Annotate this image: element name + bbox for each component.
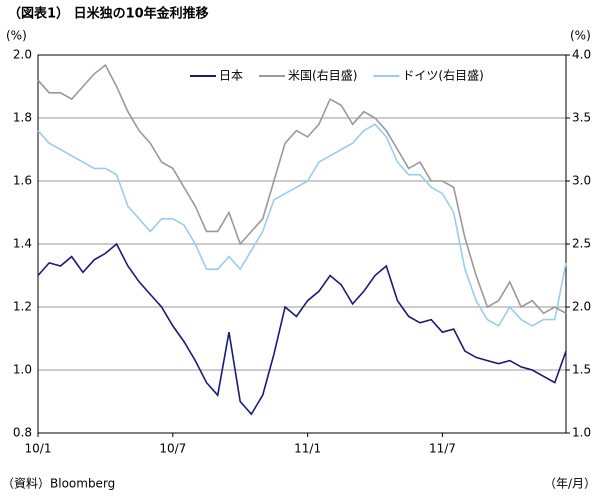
y2-tick-label: 3.0 (572, 174, 591, 188)
y2-tick-label: 2.0 (572, 300, 591, 314)
y-tick-label: 0.8 (13, 426, 32, 440)
y2-tick-label: 2.5 (572, 237, 591, 251)
x-tick-label: 11/7 (429, 442, 456, 456)
series-line (37, 123, 567, 327)
legend-label: 日本 (219, 69, 243, 83)
y-tick-label: 1.8 (13, 111, 32, 125)
y-tick-label: 1.0 (13, 363, 32, 377)
x-tick-label: 11/1 (294, 442, 321, 456)
x-tick-label: 10/7 (159, 442, 186, 456)
y2-tick-label: 1.5 (572, 363, 591, 377)
x-tick-label: 10/1 (25, 442, 52, 456)
legend-label: ドイツ(右目盛) (402, 68, 483, 83)
y2-axis-label: (%) (570, 29, 591, 43)
y-tick-label: 2.0 (13, 48, 32, 62)
y2-tick-label: 4.0 (572, 48, 591, 62)
source-note: （資料）Bloomberg (2, 477, 115, 491)
series-line (37, 63, 567, 315)
legend-label: 米国(右目盛) (288, 68, 357, 83)
x-axis-label: （年/月） (544, 477, 596, 491)
y-tick-label: 1.2 (13, 300, 32, 314)
series-line (37, 242, 567, 416)
y-tick-label: 1.4 (13, 237, 32, 251)
y-axis-label: (%) (6, 29, 27, 43)
plot-frame (37, 54, 567, 434)
y2-tick-label: 3.5 (572, 111, 591, 125)
y-tick-label: 1.6 (13, 174, 32, 188)
y2-tick-label: 1.0 (572, 426, 591, 440)
chart-title: （図表1） 日米独の10年金利推移 (8, 6, 209, 22)
